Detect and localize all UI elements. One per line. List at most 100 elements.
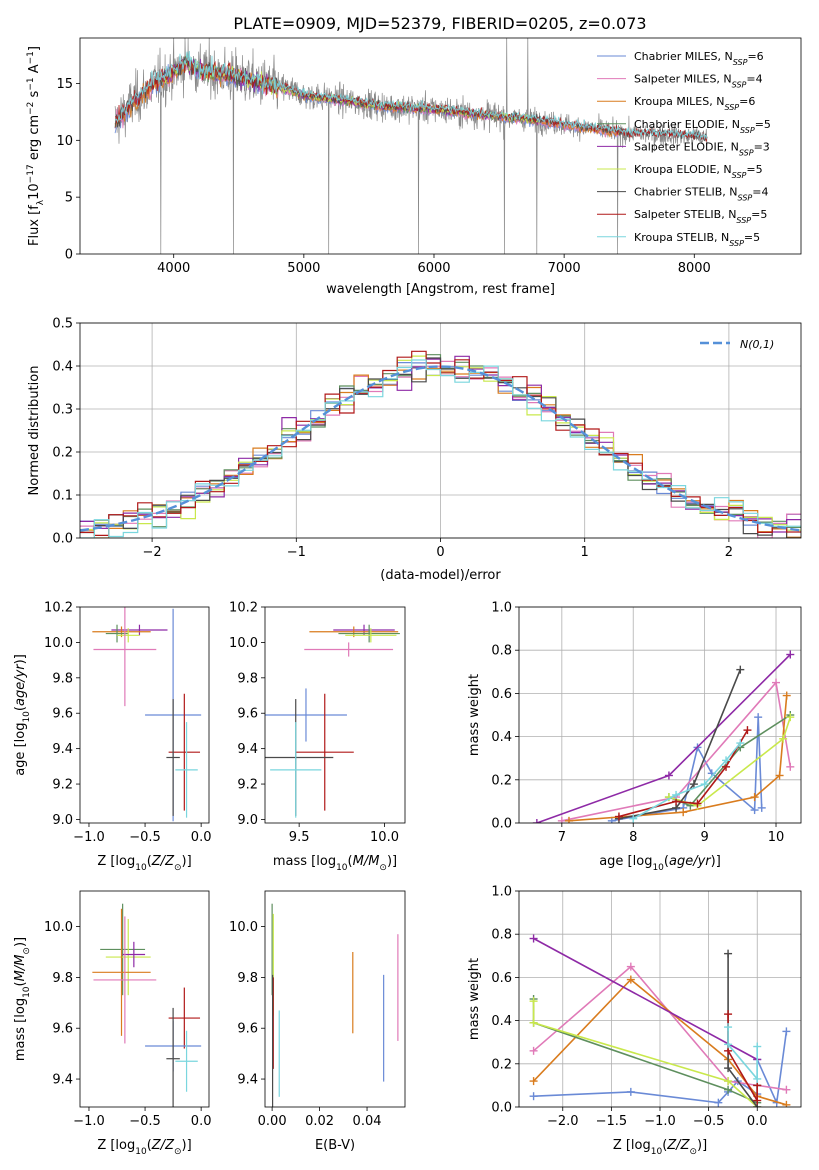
age-vs-mass-point (304, 642, 394, 657)
spectrum-xtick-label: 7000 (548, 261, 581, 276)
mass-weight-vs-z-marker (724, 1064, 733, 1073)
age-vs-mass-xlabel: mass [log10(M/M⊙)] (273, 854, 397, 873)
mass-weight-vs-z-marker (529, 1092, 538, 1101)
histogram-xtick-label: 0 (436, 545, 444, 560)
age-vs-z-point (93, 607, 157, 707)
mass-vs-z-point (168, 987, 201, 1049)
mass-vs-ebv-ytick-label: 10.0 (229, 920, 258, 935)
age-vs-z-ytick-label: 9.8 (52, 671, 73, 686)
age-vs-z-xtick-label: −1.0 (73, 830, 105, 845)
mass-vs-z-point (175, 1030, 198, 1092)
legend-entry: Salpeter STELIB, NSSP=5 (634, 208, 767, 225)
mass-weight-vs-age-marker (629, 814, 638, 823)
histogram-xlabel: (data-model)/error (380, 568, 501, 583)
mass-weight-vs-age-series-chabrier-stelib (618, 669, 742, 820)
histogram-ytick-label: 0.3 (52, 403, 73, 418)
mass-vs-z-xlabel: Z [log10(Z/Z⊙)] (97, 1138, 191, 1157)
mass-weight-vs-z-marker (724, 1040, 733, 1049)
spectrum-legend: Chabrier MILES, NSSP=6 Salpeter MILES, NS… (597, 50, 771, 247)
mass-weight-vs-age-marker (532, 819, 541, 823)
legend-entry: Kroupa ELODIE, NSSP=5 (634, 163, 763, 180)
mass-vs-z-frame (79, 890, 210, 1108)
mass-weight-vs-z-ytick-label: 0.6 (491, 971, 512, 986)
mass-weight-vs-z-series-chabrier-elodie (532, 999, 758, 1104)
mass-weight-vs-age-marker (736, 665, 745, 674)
mass-weight-vs-z-marker (724, 1023, 733, 1032)
mass-weight-vs-age-marker (750, 806, 759, 815)
age-vs-mass-ytick-label: 9.8 (237, 671, 258, 686)
figure-title: PLATE=0909, MJD=52379, FIBERID=0205, z=0… (233, 14, 646, 33)
histogram-xtick-label: 2 (725, 545, 733, 560)
histogram-ylabel: Normed distribution (27, 366, 42, 496)
age-vs-mass-point (295, 693, 354, 811)
gaussian-legend-label: N(0,1) (740, 338, 774, 351)
mass-weight-vs-z-marker (753, 1074, 762, 1083)
mass-weight-vs-z-marker (724, 1010, 733, 1019)
legend-entry: Kroupa MILES, NSSP=6 (634, 95, 755, 112)
mass-vs-ebv-xtick-label: 0.04 (353, 1114, 382, 1129)
age-vs-z-plot-area (92, 607, 202, 822)
mass-vs-z-point (122, 941, 146, 968)
age-vs-z-ytick-label: 9.6 (52, 707, 73, 722)
mass-vs-z-ytick-label: 10.0 (44, 920, 73, 935)
mass-weight-vs-age-marker (757, 803, 766, 812)
age-vs-mass-plot-area (265, 624, 400, 818)
mass-weight-vs-z-ylabel: mass weight (467, 958, 482, 1040)
mass-vs-z-ytick-label: 9.8 (52, 971, 73, 986)
mass-weight-vs-age-ytick-label: 0.6 (491, 687, 512, 702)
spectrum-model-kroupa-stelib (114, 50, 708, 140)
mass-weight-vs-age-marker (722, 756, 731, 765)
histogram-xtick-label: −1 (287, 545, 306, 560)
age-vs-z-ytick-label: 10.0 (44, 636, 73, 651)
mass-weight-vs-age-frame (518, 606, 802, 824)
mass-weight-vs-z-marker (724, 949, 733, 958)
mass-weight-vs-z-plot-area (529, 934, 791, 1107)
mass-weight-vs-age-marker (786, 650, 795, 659)
mass-vs-ebv-ytick-label: 9.6 (237, 1022, 258, 1037)
spectrum-plot-area (114, 38, 708, 254)
spectrum-ylabel: Flux [fλ10−17 erg cm−2 s−1 A−1] (26, 46, 46, 246)
mass-weight-vs-age-ytick-label: 0.8 (491, 644, 512, 659)
mass-vs-ebv-plot-area (271, 903, 399, 1107)
histogram-ytick-label: 0.4 (52, 360, 73, 375)
mass-weight-vs-age-plot-area (532, 650, 795, 823)
mass-weight-vs-age-marker (754, 713, 763, 722)
legend-entry: Chabrier ELODIE, NSSP=5 (634, 118, 771, 135)
mass-weight-vs-z-ytick-label: 0.0 (491, 1101, 512, 1116)
mass-weight-vs-z-marker (782, 1100, 791, 1107)
age-vs-mass-point (338, 624, 400, 643)
mass-weight-vs-age-xtick-label: 8 (629, 830, 637, 845)
age-vs-mass-frame (264, 606, 406, 824)
spectrum-xtick-label: 6000 (417, 261, 450, 276)
mass-weight-vs-age-marker (700, 780, 709, 789)
mass-weight-vs-age-marker (743, 726, 752, 735)
age-vs-z-xlabel: Z [log10(Z/Z⊙)] (97, 854, 191, 873)
mass-weight-vs-z-marker (626, 975, 635, 984)
mass-weight-vs-age-marker (664, 771, 673, 780)
histogram-xtick-label: 1 (581, 545, 589, 560)
legend-entry: Kroupa STELIB, NSSP=5 (634, 231, 760, 248)
mass-vs-z-plot-area (92, 903, 202, 1107)
age-vs-mass-xtick-label: 9.5 (289, 830, 310, 845)
mass-weight-vs-age-marker (782, 691, 791, 700)
mass-weight-vs-z-ytick-label: 0.8 (491, 928, 512, 943)
mass-vs-z-xtick-label: 0.0 (191, 1114, 212, 1129)
mass-vs-z-point (92, 908, 151, 1036)
mass-vs-ebv-ytick-label: 9.8 (237, 971, 258, 986)
age-vs-mass-point (345, 628, 397, 643)
histogram-step-kroupa-stelib (80, 359, 801, 538)
mass-weight-vs-z-marker (782, 1027, 791, 1036)
legend-entry: Salpeter ELODIE, NSSP=3 (634, 140, 770, 157)
mass-weight-vs-z-marker (724, 1085, 733, 1094)
mass-weight-vs-age-marker (775, 771, 784, 780)
age-vs-mass-axes: 9.5 10.0 9.0 9.2 9.4 9.6 9.8 10.0 10.2 (229, 601, 399, 846)
mass-weight-vs-z-marker (529, 1077, 538, 1086)
mass-vs-z-ytick-label: 9.6 (52, 1022, 73, 1037)
spectrum-frame (79, 37, 802, 255)
mass-weight-vs-z-xtick-label: −0.5 (693, 1114, 725, 1129)
mass-weight-vs-z-ytick-label: 1.0 (491, 885, 512, 900)
gaussian-curve (80, 365, 801, 532)
mass-vs-ebv-frame (264, 890, 406, 1108)
